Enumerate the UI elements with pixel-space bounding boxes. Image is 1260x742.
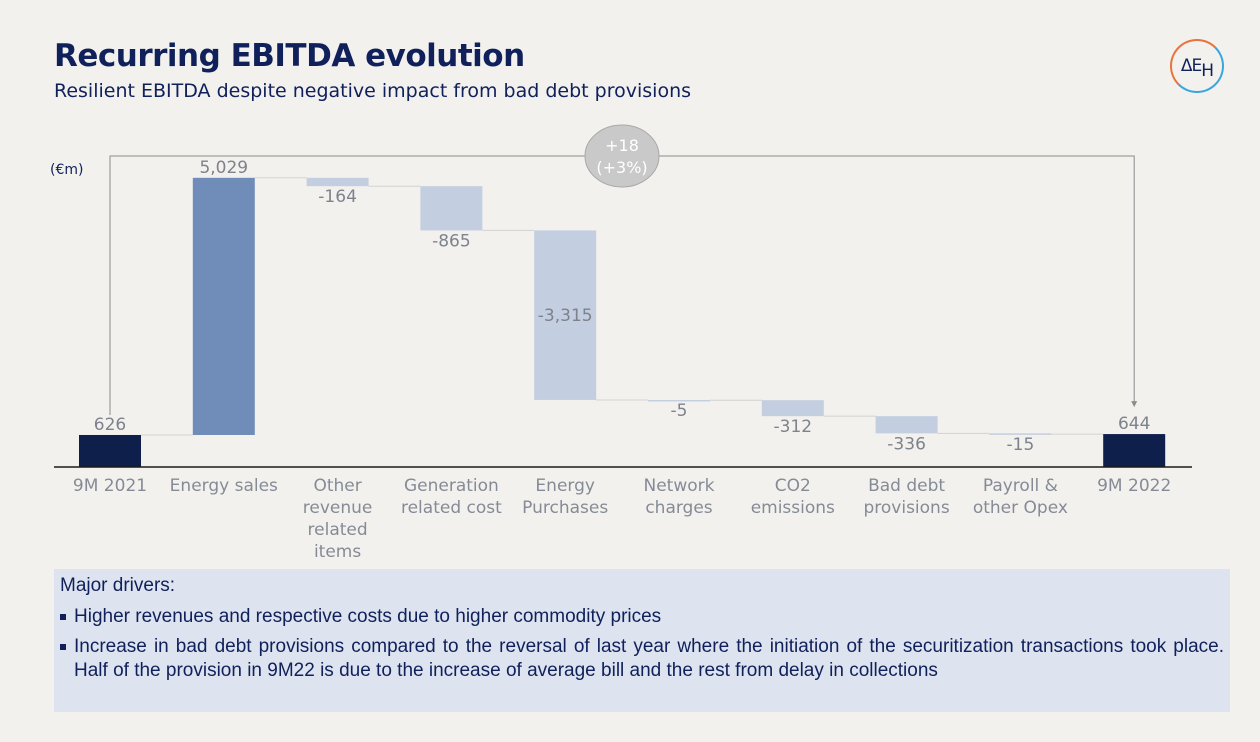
bar-network-charges [648, 399, 710, 402]
category-label: Energy Purchases [522, 476, 608, 518]
bar-other-revenue-related-items [306, 177, 369, 187]
value-label: -5 [671, 401, 688, 421]
bullet-icon [60, 644, 66, 650]
change-badge-percent: (+3%) [596, 158, 647, 177]
bar-energy-purchases [534, 230, 597, 400]
category-label: Energy sales [170, 476, 278, 496]
bridge-arrow-head [1131, 401, 1138, 408]
category-label: Payroll & other Opex [973, 476, 1068, 518]
driver-item: Higher revenues and respective costs due… [60, 605, 1224, 629]
value-label: -865 [432, 231, 471, 251]
bar-generation-related-cost [420, 186, 483, 231]
value-label: -3,315 [538, 306, 593, 326]
change-badge-value: +18 [605, 136, 639, 155]
value-label: 5,029 [199, 158, 248, 178]
driver-item-text: Increase in bad debt provisions compared… [74, 636, 1224, 681]
bar-co2-emissions [761, 400, 824, 417]
bar-bad-debt-provisions [875, 416, 938, 434]
value-label: 626 [94, 415, 126, 435]
value-label: -336 [887, 434, 926, 454]
page-subtitle: Resilient EBITDA despite negative impact… [54, 80, 692, 102]
value-label: 644 [1118, 414, 1150, 434]
value-label: -164 [318, 187, 357, 207]
value-label: -312 [774, 417, 813, 437]
category-label: Other revenue related items [303, 476, 373, 562]
bar-payroll-other-opex [989, 433, 1052, 435]
category-label: 9M 2022 [1097, 476, 1171, 496]
driver-item: Increase in bad debt provisions compared… [60, 635, 1224, 683]
category-label: Network charges [644, 476, 715, 518]
category-label: Generation related cost [401, 476, 502, 518]
major-drivers-box: Major drivers: Higher revenues and respe… [54, 569, 1230, 712]
drivers-heading: Major drivers: [60, 575, 176, 596]
category-label: Bad debt provisions [863, 476, 949, 518]
bar-9m-2021 [79, 434, 141, 467]
bullet-icon [60, 614, 66, 620]
drivers-list: Higher revenues and respective costs due… [60, 605, 1224, 683]
page-title: Recurring EBITDA evolution [54, 38, 525, 74]
unit-label: (€m) [50, 162, 83, 178]
category-label: CO2 emissions [751, 476, 835, 518]
value-label: -15 [1007, 435, 1035, 455]
bar-9m-2022 [1103, 434, 1166, 467]
category-label: 9M 2021 [73, 476, 147, 496]
driver-item-text: Higher revenues and respective costs due… [74, 606, 662, 627]
change-badge [584, 124, 660, 188]
bar-energy-sales [192, 177, 255, 435]
bridge-arrow-line [109, 155, 1135, 415]
